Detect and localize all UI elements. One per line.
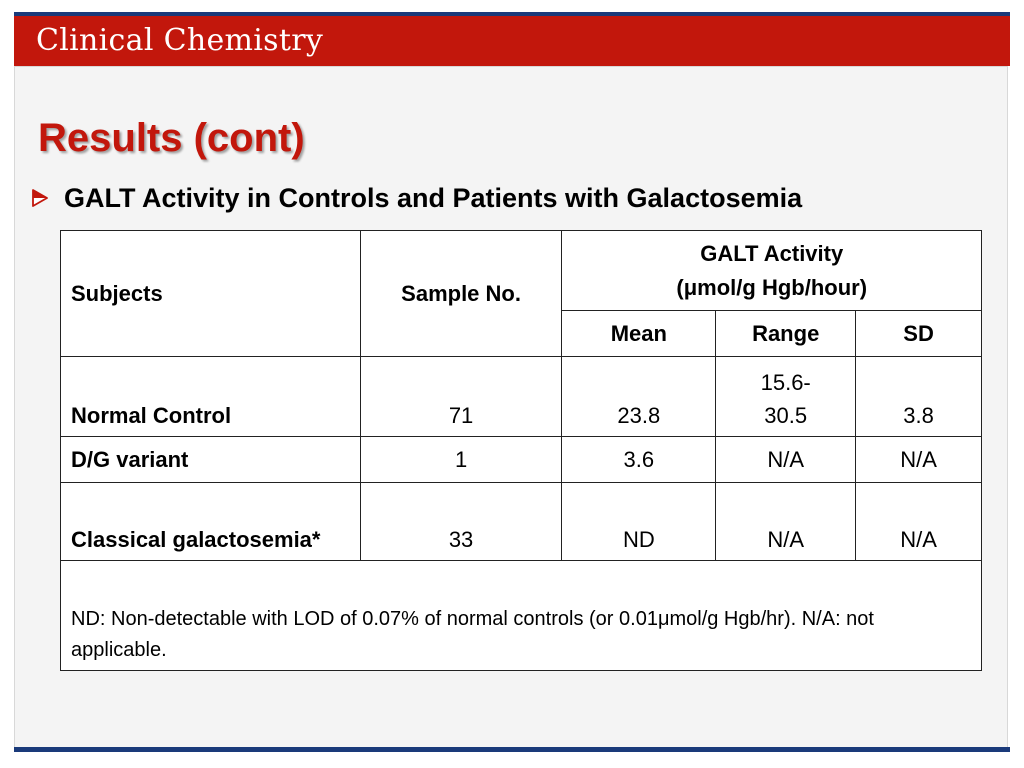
header-galt-title: GALT Activity [700,240,844,266]
row-subject: Classical galactosemia* [60,482,361,561]
arrow-bullet-icon [32,189,48,207]
bullet-item: GALT Activity in Controls and Patients w… [32,178,802,218]
table-row: D/G variant 1 3.6 N/A N/A [60,436,982,483]
row-subject: D/G variant [60,436,361,483]
row-mean: 3.6 [561,436,717,483]
row-sample: 1 [359,436,563,483]
row-range: N/A [715,482,857,561]
row-range: N/A [715,436,857,483]
header-bar [14,16,1010,66]
row-sd: N/A [855,482,982,561]
row-sample: 71 [359,356,563,437]
journal-title: Clinical Chemistry [36,23,324,58]
table-subheader-row: Mean Range SD [61,310,982,357]
header-sd: SD [855,310,982,357]
footer-stripe [14,747,1010,752]
table-footnote: ND: Non-detectable with LOD of 0.07% of … [60,560,982,671]
row-sample: 33 [359,482,563,561]
table-row: Classical galactosemia* 33 ND N/A N/A [60,482,982,561]
table-row: Normal Control 71 23.8 15.6- 30.5 3.8 [60,356,982,437]
header-galt-unit: (μmol/g Hgb/hour) [676,274,868,300]
row-sd: N/A [855,436,982,483]
header-galt-activity: GALT Activity (μmol/g Hgb/hour) [561,230,982,311]
row-range: 15.6- 30.5 [715,356,857,437]
table-header-row: Subjects Sample No. GALT Activity (μmol/… [60,230,982,357]
row-sd: 3.8 [855,356,982,437]
slide-title: Results (cont) [38,116,305,160]
row-subject: Normal Control [60,356,361,437]
header-mean: Mean [561,310,717,357]
row-mean: ND [561,482,717,561]
table-note-row: ND: Non-detectable with LOD of 0.07% of … [60,560,982,671]
bullet-text: GALT Activity in Controls and Patients w… [64,182,803,213]
galt-activity-table: Subjects Sample No. GALT Activity (μmol/… [60,230,982,671]
header-subjects: Subjects [60,230,361,357]
header-sample-no: Sample No. [359,230,563,357]
row-mean: 23.8 [561,356,717,437]
header-top-stripe [14,12,1010,16]
header-range: Range [715,310,857,357]
